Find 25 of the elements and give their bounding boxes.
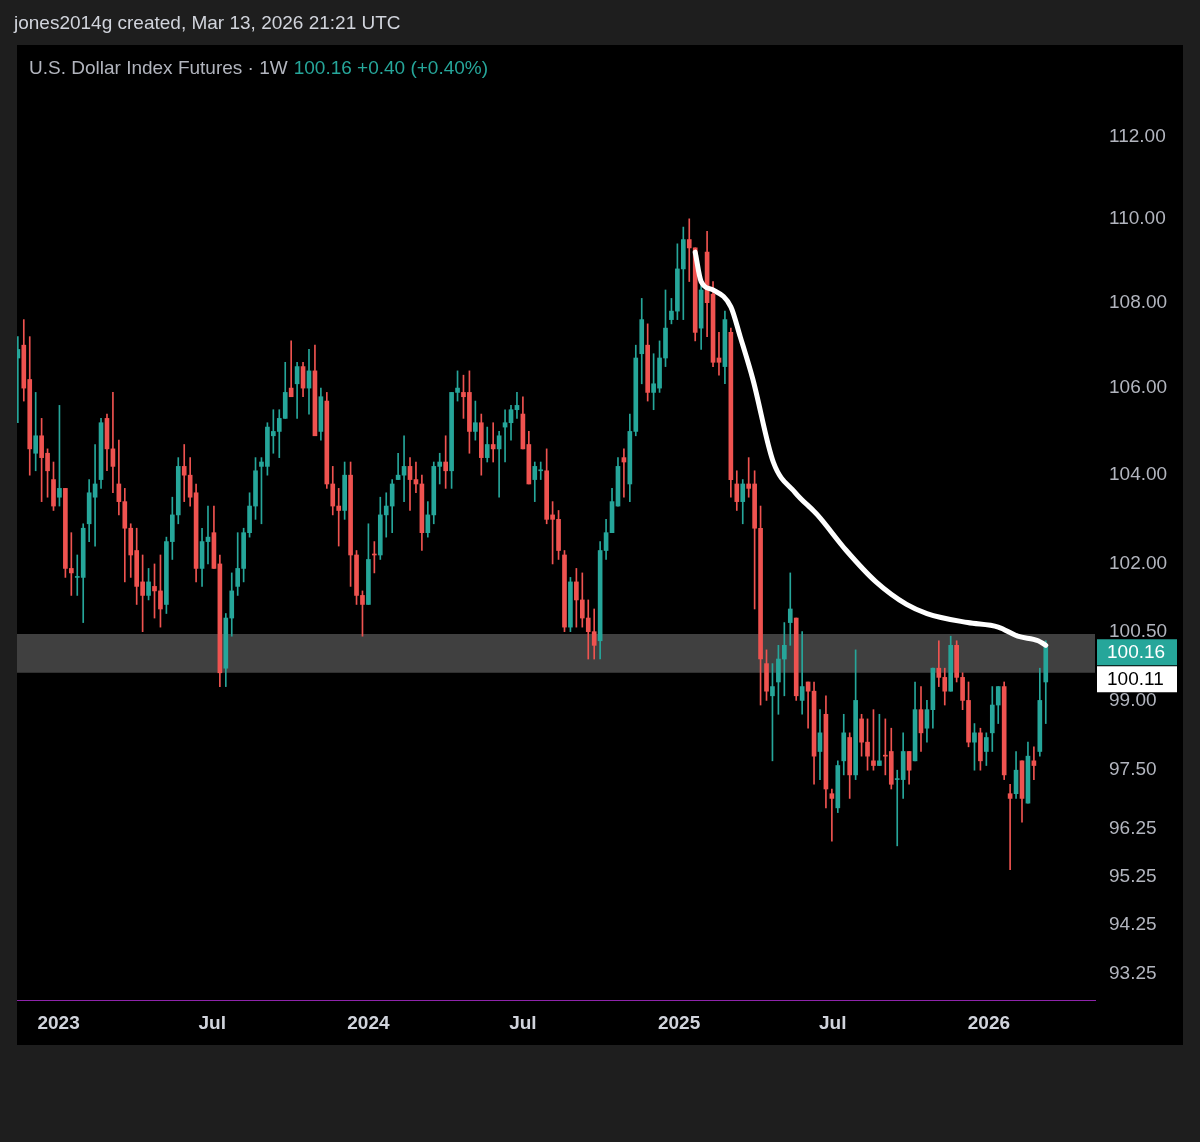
- text: 100.16: [1107, 641, 1166, 663]
- y-tick-label: 108.00: [1109, 290, 1168, 312]
- x-tick-label: 2025: [657, 1011, 701, 1033]
- y-tick-label: 102.00: [1109, 552, 1168, 574]
- y-tick-label: 106.00: [1109, 376, 1168, 398]
- y-tick-label: 100.50: [1109, 619, 1168, 641]
- y-tick-label: 96.25: [1109, 817, 1157, 839]
- x-tick-label: Jul: [818, 1011, 847, 1033]
- y-tick-label: 95.25: [1109, 865, 1157, 887]
- x-tick-label: Jul: [509, 1011, 537, 1033]
- x-tick-label: Jul: [198, 1011, 226, 1033]
- y-tick-label: 94.25: [1109, 913, 1157, 935]
- y-tick-label: 112.00: [1109, 124, 1166, 146]
- y-tick-label: 97.50: [1109, 758, 1157, 780]
- chart-title: U.S. Dollar Index Futures · 1W: [29, 57, 288, 78]
- y-tick-label: 93.25: [1109, 962, 1157, 984]
- y-tick-label: 99.00: [1109, 688, 1157, 710]
- x-tick-label: 2023: [37, 1011, 80, 1033]
- y-tick-label: 110.00: [1109, 207, 1166, 228]
- x-tick-label: 2026: [967, 1011, 1011, 1033]
- chart-subtitle: 100.16 +0.40 (+0.40%): [293, 57, 489, 78]
- y-tick-label: 104.00: [1109, 463, 1168, 485]
- text: jones2014g created, Mar 13, 2026 21:21 UTC: [14, 12, 401, 34]
- x-tick-label: 2024: [347, 1011, 390, 1033]
- text: 100.11: [1107, 668, 1164, 690]
